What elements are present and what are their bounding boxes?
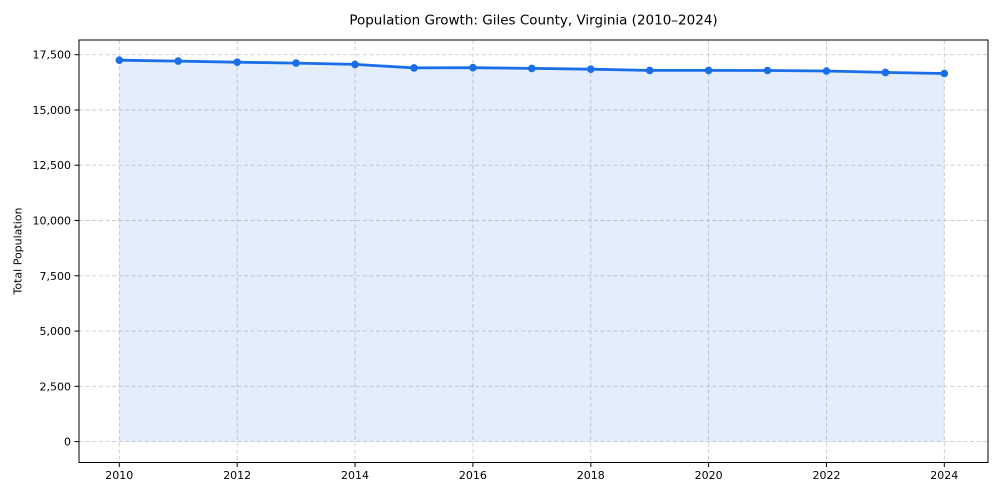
gridline-layer xyxy=(79,40,988,463)
y-tick-label: 12,500 xyxy=(33,159,72,172)
x-tick-label: 2016 xyxy=(459,469,487,482)
x-tick-label: 2024 xyxy=(930,469,958,482)
y-tick-label: 5,000 xyxy=(40,325,72,338)
x-tick-label: 2022 xyxy=(813,469,841,482)
data-point xyxy=(174,57,182,65)
x-tick-label: 2020 xyxy=(695,469,723,482)
data-point xyxy=(115,56,124,64)
data-point xyxy=(292,59,300,67)
y-tick-label: 7,500 xyxy=(40,270,72,283)
y-tick-label: 10,000 xyxy=(33,215,72,228)
axes-frame-layer xyxy=(78,39,989,463)
data-point xyxy=(704,66,713,75)
tick-layer: 2010 2012 2014 2016 2018 2020 2022 2024 0 2,500 5,… xyxy=(33,49,959,482)
data-point xyxy=(233,58,241,66)
chart-title: Population Growth: Giles County, Virgini… xyxy=(349,13,717,29)
data-point xyxy=(940,69,949,78)
plot-area xyxy=(79,40,988,463)
data-point xyxy=(587,65,595,73)
series-layer xyxy=(115,56,949,442)
data-point xyxy=(763,66,772,75)
data-point xyxy=(881,68,890,77)
data-point xyxy=(469,63,477,72)
y-tick-label: 17,500 xyxy=(33,49,72,62)
x-tick-label: 2010 xyxy=(105,469,133,482)
data-point xyxy=(528,64,536,73)
plot-background-layer xyxy=(79,40,988,463)
y-tick-label: 0 xyxy=(64,436,71,449)
y-axis-label: Total Population xyxy=(12,207,25,295)
y-tick-label: 15,000 xyxy=(33,104,72,117)
x-tick-label: 2018 xyxy=(577,469,605,482)
y-tick-label: 2,500 xyxy=(40,380,72,393)
data-point xyxy=(351,60,359,69)
x-tick-label: 2012 xyxy=(223,469,251,482)
data-point xyxy=(822,67,831,75)
plot-frame xyxy=(78,39,989,463)
data-point xyxy=(410,64,418,72)
area-fill xyxy=(119,60,945,442)
x-tick-label: 2014 xyxy=(341,469,369,482)
data-point xyxy=(645,66,654,75)
